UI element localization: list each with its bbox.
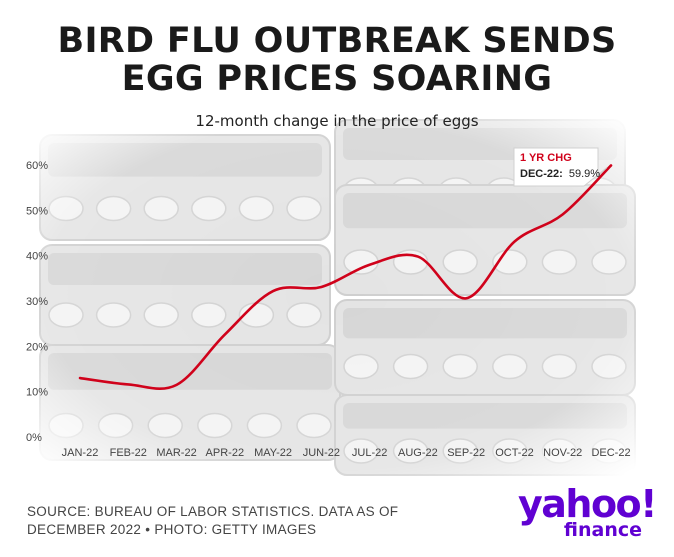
carton-lid — [343, 308, 627, 339]
carton-lid — [48, 253, 322, 285]
x-tick-label: APR-22 — [206, 447, 245, 459]
egg-cup — [147, 412, 183, 439]
egg-carton-photo — [39, 119, 636, 476]
y-tick-label: 60% — [26, 160, 48, 172]
egg-cup — [286, 302, 322, 328]
y-tick-label: 30% — [26, 296, 48, 308]
egg-cup — [95, 195, 132, 222]
egg-cup — [246, 412, 283, 439]
egg-cup — [492, 353, 528, 380]
carton-lid — [343, 193, 627, 229]
x-tick-label: AUG-22 — [398, 447, 438, 459]
x-tick-label: MAR-22 — [156, 447, 196, 459]
y-axis: 0% 10% 20% 30% 40% 50% 60% — [26, 160, 48, 444]
headline-line-1: BIRD FLU OUTBREAK SENDS — [57, 21, 617, 61]
y-tick-label: 40% — [26, 251, 48, 263]
egg-cup — [48, 195, 84, 222]
x-axis: JAN-22 FEB-22 MAR-22 APR-22 MAY-22 JUN-22 JUL-… — [62, 447, 631, 459]
egg-cup — [191, 195, 227, 222]
headline: BIRD FLU OUTBREAK SENDS EGG PRICES SOARI… — [0, 22, 674, 98]
egg-cup — [442, 438, 478, 464]
egg-cup — [591, 353, 627, 380]
x-tick-label: FEB-22 — [110, 447, 147, 459]
egg-cup — [191, 302, 227, 328]
egg-cup — [591, 438, 627, 464]
callout-value-line: DEC-22: 59.9% — [520, 168, 600, 180]
egg-cup — [492, 438, 528, 464]
chart-subtitle: 12-month change in the price of eggs — [195, 112, 479, 130]
x-tick-label: JUN-22 — [303, 447, 340, 459]
egg-cup — [286, 195, 322, 222]
egg-cup — [48, 302, 84, 328]
egg-cup — [541, 438, 578, 464]
carton-lid — [48, 143, 322, 177]
x-tick-label: DEC-22 — [591, 447, 630, 459]
headline-line-2: EGG PRICES SOARING — [121, 59, 553, 99]
egg-cup — [442, 249, 478, 275]
x-tick-label: OCT-22 — [495, 447, 534, 459]
egg-cup — [591, 249, 627, 275]
brand-name: yahoo! — [517, 482, 658, 526]
egg-cup — [343, 249, 379, 275]
callout-title: 1 YR CHG — [520, 152, 572, 164]
x-tick-label: MAY-22 — [254, 447, 292, 459]
callout: 1 YR CHG DEC-22: 59.9% — [513, 147, 608, 187]
carton-lid — [48, 353, 332, 390]
y-tick-label: 20% — [26, 341, 48, 353]
egg-cup — [143, 195, 179, 222]
egg-cup — [95, 302, 132, 328]
series-line — [78, 164, 613, 390]
callout-label: DEC-22: — [520, 168, 563, 180]
egg-cup — [197, 412, 233, 439]
yahoo-finance-logo: yahoo! finance — [516, 482, 658, 541]
y-tick-label: 50% — [26, 205, 48, 217]
x-tick-label: JUL-22 — [352, 447, 387, 459]
egg-cup — [392, 353, 429, 380]
egg-cup — [343, 438, 379, 464]
egg-cup — [97, 412, 134, 439]
callout-box — [513, 147, 608, 187]
egg-cup — [343, 353, 379, 380]
carton-lid — [343, 403, 627, 429]
egg-cup — [48, 412, 84, 439]
x-tick-label: SEP-22 — [447, 447, 485, 459]
brand-sub: finance — [563, 519, 642, 541]
source-note: SOURCE: BUREAU OF LABOR STATISTICS. DATA… — [27, 504, 399, 537]
egg-cup — [541, 353, 578, 380]
egg-cup — [541, 249, 578, 275]
egg-cup — [296, 412, 332, 439]
egg-cup — [392, 249, 429, 275]
egg-cup — [442, 353, 478, 380]
y-tick-label: 0% — [26, 432, 42, 444]
egg-cup — [143, 302, 179, 328]
y-tick-label: 10% — [26, 387, 48, 399]
egg-cup — [238, 195, 275, 222]
x-tick-label: NOV-22 — [543, 447, 582, 459]
x-tick-label: JAN-22 — [62, 447, 99, 459]
callout-value: 59.9% — [569, 168, 600, 180]
egg-cup — [392, 438, 429, 464]
